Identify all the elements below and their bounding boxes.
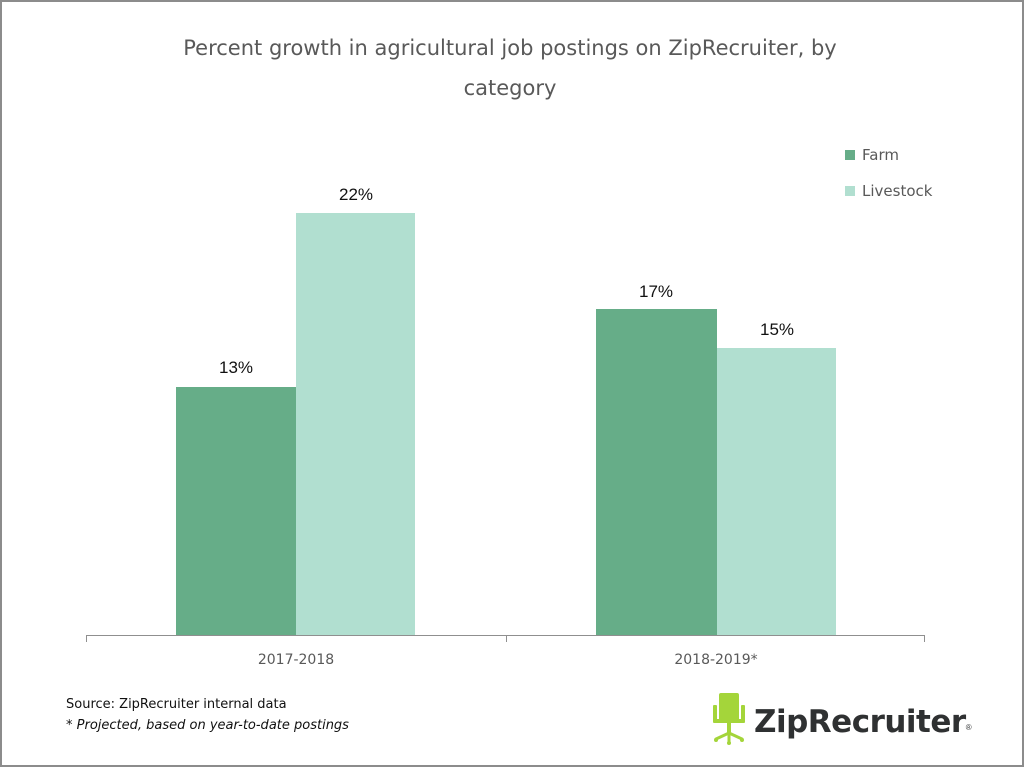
legend-swatch-farm — [845, 150, 855, 160]
registered-mark: ® — [965, 723, 972, 732]
bar-farm-2017-2018 — [176, 387, 296, 635]
chart-title-line2: category — [463, 76, 557, 100]
data-label-livestock-2018-2019: 15% — [759, 320, 795, 339]
bar-farm-2018-2019 — [596, 309, 717, 635]
legend-item-farm: Farm — [845, 145, 932, 165]
x-axis-label-2018-2019: 2018-2019* — [674, 652, 758, 668]
legend-label-livestock: Livestock — [862, 182, 933, 200]
x-axis-tick — [924, 635, 925, 642]
logo-wordmark: ZipRecruiter — [754, 703, 966, 740]
projection-note: * Projected, based on year-to-date posti… — [66, 718, 349, 733]
legend-swatch-livestock — [845, 186, 855, 196]
chair-icon — [712, 693, 746, 750]
x-axis-line — [86, 635, 925, 636]
chart-title: Percent growth in agricultural job posti… — [150, 28, 870, 108]
data-label-farm-2017-2018: 13% — [218, 358, 254, 377]
legend-label-farm: Farm — [862, 146, 899, 164]
legend-item-livestock: Livestock — [845, 181, 932, 201]
bar-livestock-2017-2018 — [296, 213, 415, 635]
x-axis-tick — [86, 635, 87, 642]
legend: Farm Livestock — [845, 145, 932, 217]
data-label-farm-2018-2019: 17% — [638, 282, 674, 301]
ziprecruiter-logo: ZipRecruiter ® — [712, 693, 972, 750]
chart-title-line1: Percent growth in agricultural job posti… — [183, 36, 837, 60]
source-note: Source: ZipRecruiter internal data — [66, 697, 287, 712]
x-axis-label-2017-2018: 2017-2018 — [257, 652, 335, 668]
x-axis-tick — [506, 635, 507, 642]
bar-livestock-2018-2019 — [717, 348, 836, 635]
data-label-livestock-2017-2018: 22% — [338, 185, 374, 204]
